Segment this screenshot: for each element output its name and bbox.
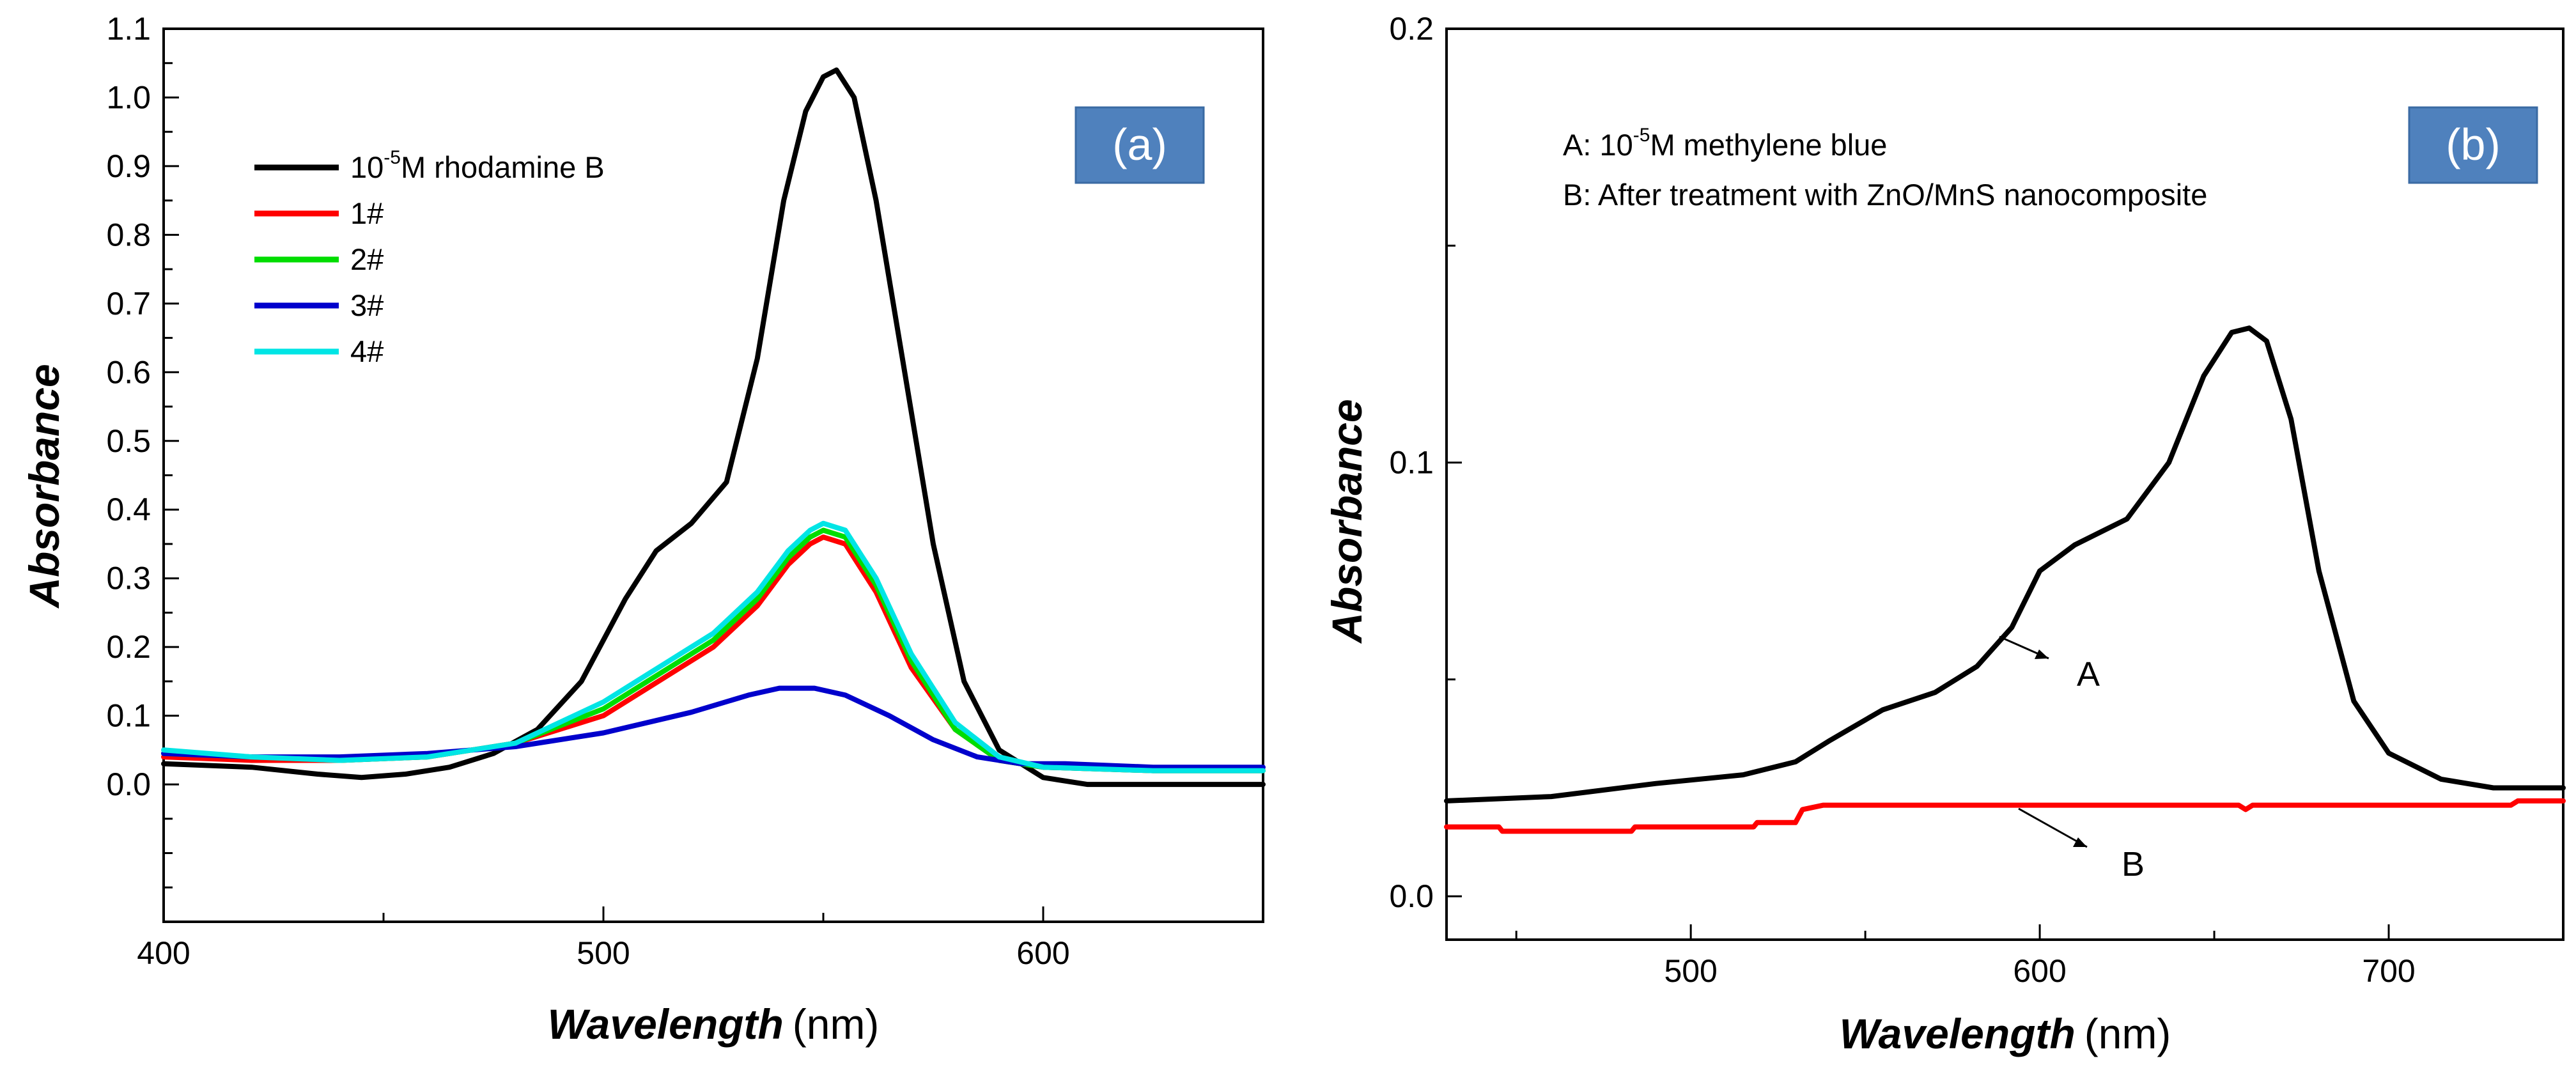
x-axis-title-a: Wavelength (nm) xyxy=(548,1000,880,1048)
y-tick-label-a-5: 0.5 xyxy=(106,423,151,459)
y-axis-title-b: Absorbance xyxy=(1323,399,1370,644)
series-a-1 xyxy=(161,534,1266,773)
y-tick-label-b-1: 0.1 xyxy=(1389,445,1434,481)
panel-b: 500 600 700 0.0 0.1 0.2 Wavelength (nm) Absorb… xyxy=(1323,11,2566,1057)
series-a-4 xyxy=(161,520,1266,773)
y-tick-label-b-2: 0.2 xyxy=(1389,11,1434,47)
y-tick-label-a-10: 1.0 xyxy=(106,79,151,115)
y-tick-label-a-2: 0.2 xyxy=(106,629,151,665)
y-axis-title-a: Absorbance xyxy=(20,364,68,609)
legend-label-4: 4# xyxy=(350,334,384,368)
legend-item-rhodamine: 10-5M rhodamine B xyxy=(254,147,605,184)
annotation-arrowhead-b xyxy=(2073,837,2087,847)
legend-b-line-b: B: After treatment with ZnO/MnS nanocomp… xyxy=(1563,178,2207,212)
panel-badge-b-label: (b) xyxy=(2446,120,2501,169)
series-a-rhodamine-b xyxy=(161,67,1266,788)
panel-badge-a: (a) xyxy=(1075,106,1205,184)
annotations-b: A B xyxy=(1999,635,2145,883)
annotation-label-a: A xyxy=(2077,655,2100,694)
legend-label-1: 1# xyxy=(350,196,384,230)
legend-label-rhodamine: 10-5M rhodamine B xyxy=(350,147,605,184)
series-a-3 xyxy=(161,685,1266,770)
x-tick-label-b-500: 500 xyxy=(1664,953,1717,989)
x-tick-label-a-500: 500 xyxy=(577,935,630,971)
panel-a: 400 500 600 0.0 0.1 0.2 0.3 0.4 0.5 0.6 0.7 0.8 0.9 1… xyxy=(20,11,1266,1048)
legend-b: A: 10-5M methylene blue B: After treatme… xyxy=(1563,125,2207,212)
y-tick-label-a-8: 0.8 xyxy=(106,217,151,252)
y-tick-label-a-0: 0.0 xyxy=(106,766,151,802)
y-tick-label-a-11: 1.1 xyxy=(106,11,151,47)
legend-label-3: 3# xyxy=(350,288,384,322)
legend-item-2: 2# xyxy=(254,242,384,276)
x-tick-label-b-600: 600 xyxy=(2013,953,2066,989)
x-tick-label-a-400: 400 xyxy=(137,935,190,971)
annotation-arrow-b xyxy=(2018,807,2088,848)
y-tick-label-a-1: 0.1 xyxy=(106,698,151,734)
annotation-label-b: B xyxy=(2122,845,2145,883)
legend-a: 10-5M rhodamine B 1# 2# 3# 4# xyxy=(254,147,605,368)
x-tick-label-b-700: 700 xyxy=(2362,953,2415,989)
legend-label-2: 2# xyxy=(350,242,384,276)
legend-b-line-a: A: 10-5M methylene blue xyxy=(1563,125,1887,162)
y-tick-label-a-4: 0.4 xyxy=(106,492,151,527)
x-tick-label-a-600: 600 xyxy=(1016,935,1069,971)
legend-item-4: 4# xyxy=(254,334,384,368)
series-b-b xyxy=(1444,798,2566,834)
panel-badge-a-box xyxy=(1075,106,1205,184)
series-a-2 xyxy=(161,527,1266,773)
legend-item-1: 1# xyxy=(254,196,384,230)
series-b-a xyxy=(1444,325,2566,804)
plot-frame-b xyxy=(1445,27,2564,941)
x-axis-title-b: Wavelength (nm) xyxy=(1840,1010,2171,1057)
y-tick-label-a-6: 0.6 xyxy=(106,354,151,390)
panel-badge-b: (b) xyxy=(2408,106,2538,184)
y-tick-label-b-0: 0.0 xyxy=(1389,878,1434,914)
annotation-arrowhead-a xyxy=(2035,649,2049,659)
y-tick-label-a-3: 0.3 xyxy=(106,561,151,596)
panel-badge-b-box xyxy=(2408,106,2538,184)
y-tick-label-a-7: 0.7 xyxy=(106,286,151,322)
y-tick-label-a-9: 0.9 xyxy=(106,148,151,184)
panel-badge-a-label: (a) xyxy=(1112,120,1167,169)
legend-item-3: 3# xyxy=(254,288,384,322)
